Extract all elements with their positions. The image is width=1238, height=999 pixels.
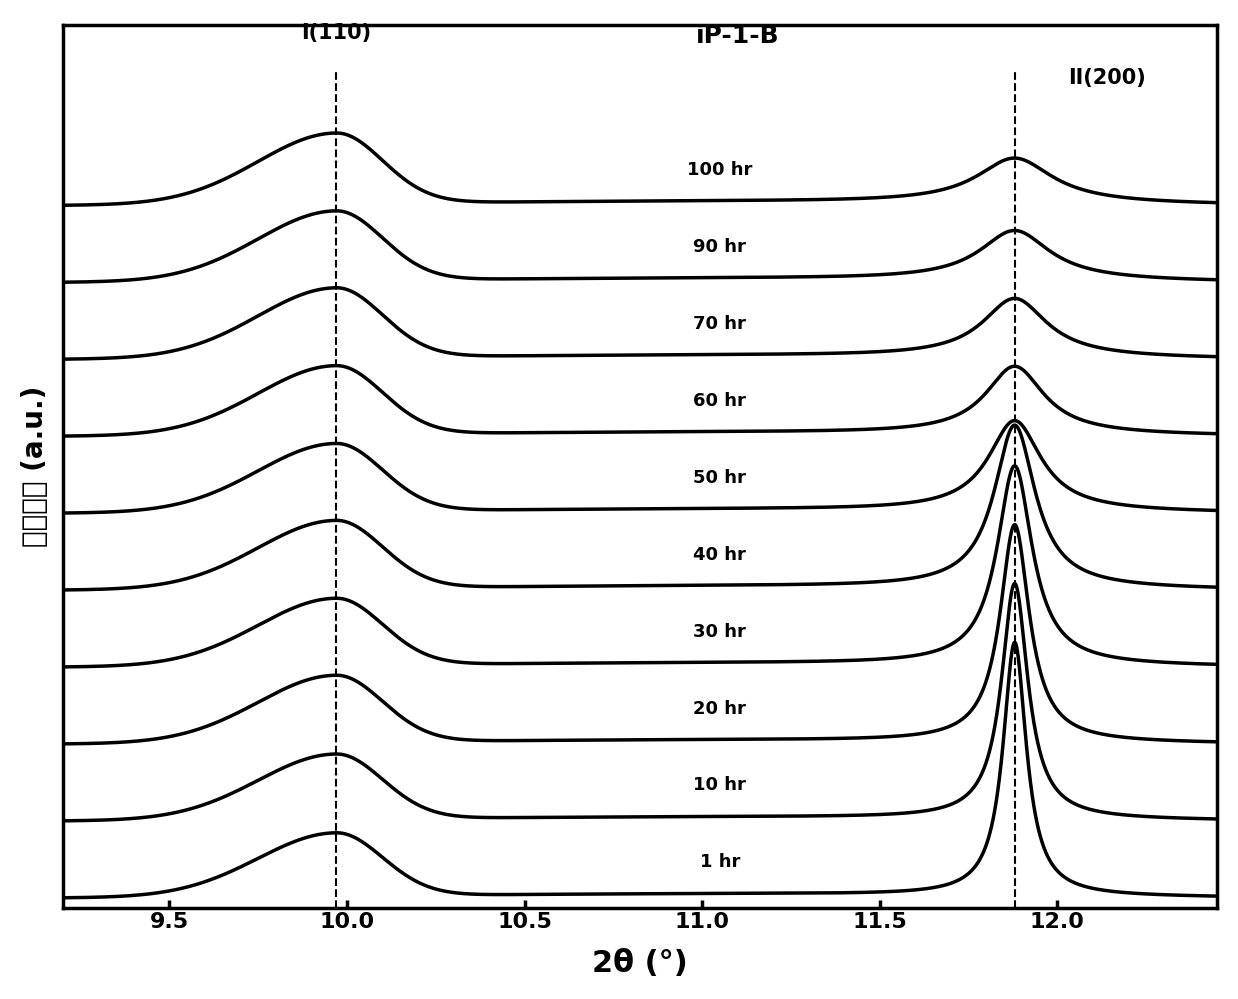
Text: 40 hr: 40 hr	[693, 545, 747, 563]
Text: 70 hr: 70 hr	[693, 315, 747, 333]
Text: 1 hr: 1 hr	[699, 853, 740, 871]
Text: I(110): I(110)	[301, 23, 371, 43]
Y-axis label: 衍射强度 (a.u.): 衍射强度 (a.u.)	[21, 386, 48, 547]
Text: 60 hr: 60 hr	[693, 392, 747, 410]
Text: 50 hr: 50 hr	[693, 469, 747, 487]
Text: 10 hr: 10 hr	[693, 776, 747, 794]
Text: II(200): II(200)	[1068, 69, 1145, 89]
Text: 30 hr: 30 hr	[693, 622, 747, 640]
X-axis label: 2θ (°): 2θ (°)	[592, 949, 688, 978]
Text: iP-1-B: iP-1-B	[696, 24, 780, 48]
Text: 20 hr: 20 hr	[693, 699, 747, 717]
Text: 100 hr: 100 hr	[687, 161, 753, 179]
Text: 90 hr: 90 hr	[693, 238, 747, 256]
